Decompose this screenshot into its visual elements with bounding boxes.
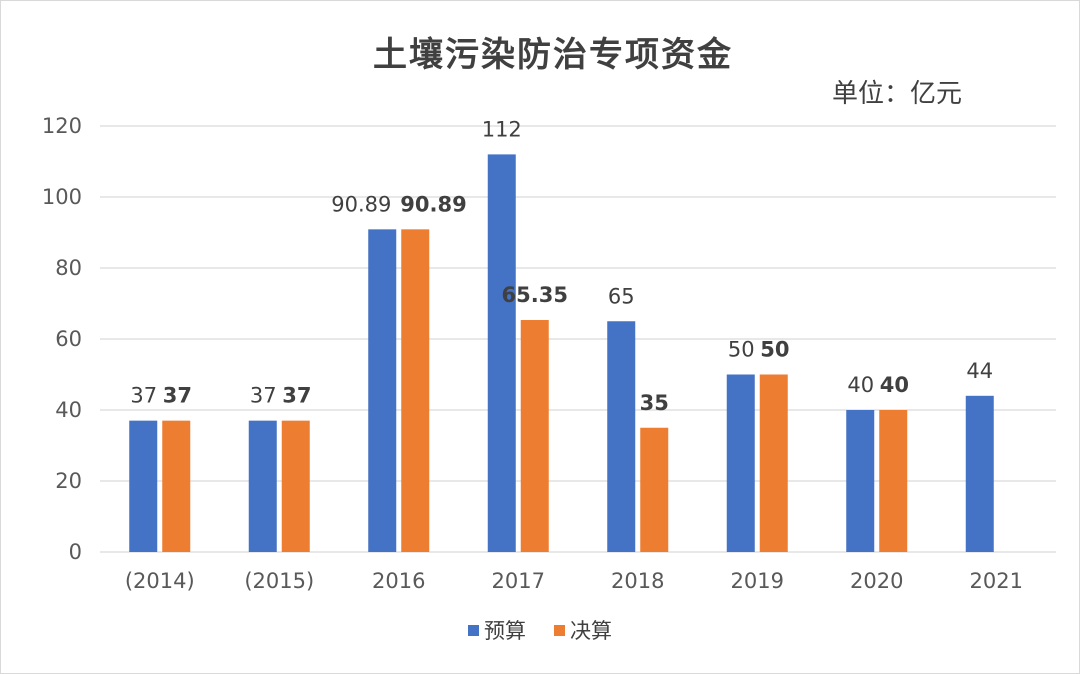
gridlines — [100, 125, 1056, 553]
y-tick-label: 20 — [55, 469, 82, 493]
x-tick-label: 2017 — [492, 569, 545, 593]
bar-budget-5 — [726, 374, 755, 552]
data-label-final: 37 — [282, 384, 311, 408]
bar-budget-1 — [248, 420, 277, 552]
bar-final-1 — [281, 420, 310, 552]
data-label-final: 35 — [640, 391, 669, 415]
x-tick-label: 2021 — [970, 569, 1023, 593]
data-label-budget: 65 — [608, 284, 635, 308]
data-label-final: 65.35 — [502, 283, 568, 307]
data-label-final: 37 — [163, 384, 192, 408]
data-label-budget: 44 — [966, 359, 993, 383]
data-label-final: 50 — [760, 338, 789, 362]
data-label-budget: 37 — [130, 384, 157, 408]
data-label-budget: 50 — [728, 338, 755, 362]
data-label-budget: 37 — [250, 384, 277, 408]
bar-budget-2 — [368, 229, 397, 552]
y-tick-label: 60 — [55, 327, 82, 351]
bar-budget-0 — [129, 420, 158, 552]
legend-swatch-budget — [468, 625, 479, 636]
bar-final-6 — [879, 410, 908, 552]
y-tick-label: 120 — [42, 114, 82, 138]
x-tick-label: 2019 — [731, 569, 784, 593]
data-label-final: 40 — [880, 373, 909, 397]
x-axis: (2014) (2015) 2016 2017 2018 2019 2020 2021 — [125, 569, 1023, 593]
y-axis: 0 20 40 60 80 100 120 — [42, 114, 82, 564]
x-tick-label: 2016 — [372, 569, 425, 593]
x-tick-label: 2018 — [611, 569, 664, 593]
data-label-final: 90.89 — [400, 192, 466, 216]
y-tick-label: 40 — [55, 398, 82, 422]
y-tick-label: 100 — [42, 185, 82, 209]
legend-label-budget: 预算 — [484, 619, 526, 643]
x-tick-label: 2020 — [850, 569, 903, 593]
legend-swatch-final — [554, 625, 565, 636]
bar-final-0 — [162, 420, 191, 552]
bar-final-2 — [401, 229, 430, 552]
x-tick-label: (2015) — [244, 569, 314, 593]
bar-final-5 — [759, 374, 788, 552]
bar-final-3 — [520, 320, 549, 552]
chart-title: 土壤污染防治专项资金 — [373, 35, 733, 75]
unit-label: 单位：亿元 — [832, 79, 962, 109]
data-label-budget: 90.89 — [331, 192, 391, 216]
bar-final-4 — [640, 427, 669, 552]
legend-label-final: 决算 — [570, 619, 612, 643]
bar-budget-4 — [607, 321, 636, 552]
bar-budget-3 — [487, 154, 516, 552]
bar-budget-6 — [846, 410, 875, 552]
bar-budget-7 — [965, 395, 994, 552]
legend: 预算 决算 — [468, 619, 612, 643]
y-tick-label: 80 — [55, 256, 82, 280]
bars — [129, 154, 994, 552]
data-label-budget: 112 — [482, 117, 522, 141]
data-label-budget: 40 — [847, 373, 874, 397]
x-tick-label: (2014) — [125, 569, 195, 593]
y-tick-label: 0 — [69, 540, 82, 564]
